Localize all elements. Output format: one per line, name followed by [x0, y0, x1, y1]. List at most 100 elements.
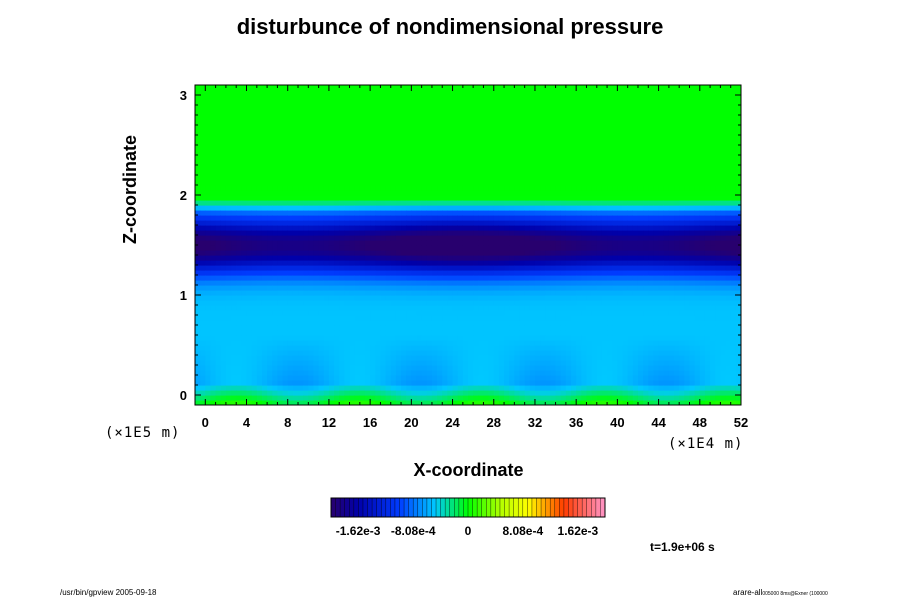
field-cell: [298, 340, 304, 346]
field-cell: [586, 290, 593, 296]
field-cell: [550, 295, 557, 301]
field-cell: [261, 245, 268, 251]
field-cell: [478, 140, 485, 146]
field-cell: [509, 95, 515, 101]
field-cell: [370, 285, 376, 291]
field-cell: [272, 115, 279, 121]
field-cell: [550, 125, 557, 131]
field-cell: [251, 295, 258, 301]
field-cell: [380, 150, 387, 156]
field-cell: [390, 205, 397, 211]
field-cell: [519, 275, 526, 281]
field-cell: [385, 200, 392, 206]
field-cell: [550, 185, 557, 191]
field-cell: [591, 145, 598, 151]
field-cell: [303, 125, 309, 131]
field-cell: [452, 370, 459, 376]
field-cell: [328, 185, 335, 191]
field-cell: [591, 95, 598, 101]
field-cell: [385, 255, 392, 261]
field-cell: [457, 200, 464, 206]
field-cell: [364, 330, 371, 336]
field-cell: [298, 100, 304, 106]
field-cell: [380, 165, 387, 171]
field-cell: [560, 355, 567, 361]
field-cell: [498, 165, 505, 171]
field-cell: [390, 180, 397, 186]
field-cell: [571, 400, 577, 405]
field-cell: [251, 265, 258, 271]
field-cell: [395, 300, 402, 306]
field-cell: [421, 195, 428, 201]
field-cell: [364, 90, 371, 96]
field-cell: [210, 260, 217, 266]
field-cell: [277, 340, 284, 346]
field-cell: [426, 230, 433, 236]
field-cell: [328, 275, 335, 281]
field-cell: [571, 290, 577, 296]
field-cell: [426, 195, 433, 201]
field-cell: [380, 270, 387, 276]
field-cell: [354, 265, 361, 271]
field-cell: [303, 265, 309, 271]
field-cell: [349, 245, 356, 251]
field-cell: [375, 100, 382, 106]
field-cell: [555, 390, 562, 396]
field-cell: [447, 260, 454, 266]
field-cell: [483, 110, 490, 116]
field-cell: [395, 205, 402, 211]
field-cell: [277, 395, 284, 401]
field-cell: [426, 140, 433, 146]
field-cell: [292, 260, 299, 266]
field-cell: [349, 255, 356, 261]
field-cell: [411, 170, 418, 176]
field-cell: [401, 110, 407, 116]
field-cell: [200, 215, 206, 221]
field-cell: [514, 195, 521, 201]
field-cell: [437, 330, 443, 336]
field-cell: [231, 240, 237, 246]
field-cell: [246, 390, 253, 396]
field-cell: [540, 95, 546, 101]
field-cell: [555, 220, 562, 226]
field-cell: [488, 380, 495, 386]
field-cell: [339, 145, 345, 151]
field-cell: [524, 105, 531, 111]
field-cell: [586, 240, 593, 246]
field-cell: [272, 320, 279, 326]
field-cell: [334, 190, 340, 196]
field-cell: [344, 355, 351, 361]
field-cell: [298, 270, 304, 276]
field-cell: [220, 380, 227, 386]
field-cell: [308, 190, 315, 196]
field-cell: [323, 170, 330, 176]
field-cell: [251, 255, 258, 261]
field-cell: [328, 345, 335, 351]
field-cell: [504, 260, 510, 266]
field-cell: [390, 165, 397, 171]
field-cell: [406, 115, 412, 121]
field-cell: [359, 265, 366, 271]
field-cell: [287, 325, 294, 331]
field-cell: [416, 250, 423, 256]
field-cell: [364, 85, 371, 91]
field-cell: [581, 325, 588, 331]
field-cell: [411, 185, 418, 191]
field-cell: [571, 310, 577, 316]
field-cell: [267, 140, 273, 146]
field-cell: [225, 90, 232, 96]
field-cell: [529, 370, 536, 376]
field-cell: [514, 375, 521, 381]
field-cell: [390, 340, 397, 346]
field-cell: [313, 395, 320, 401]
field-cell: [215, 300, 222, 306]
field-cell: [339, 245, 345, 251]
field-cell: [411, 195, 418, 201]
field-cell: [555, 310, 562, 316]
field-cell: [308, 200, 315, 206]
field-cell: [468, 225, 474, 231]
field-cell: [519, 265, 526, 271]
field-cell: [437, 145, 443, 151]
field-cell: [576, 365, 582, 371]
field-cell: [478, 125, 485, 131]
